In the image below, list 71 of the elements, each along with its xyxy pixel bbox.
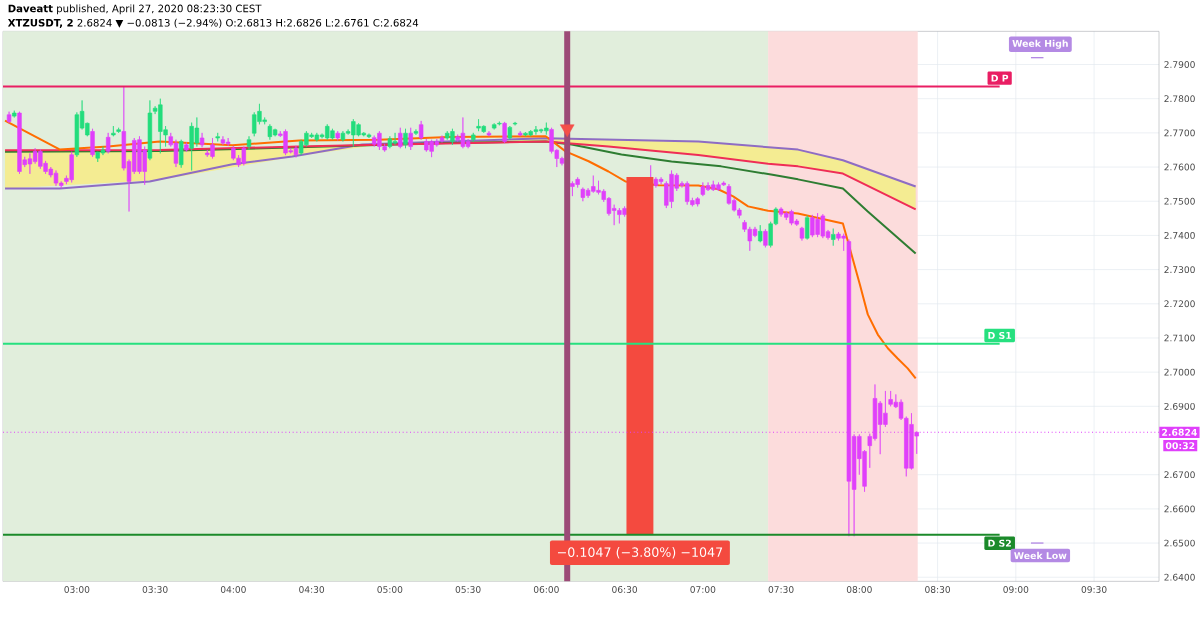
candlestick <box>111 125 116 137</box>
ref-line-label: D S1 <box>988 331 1012 339</box>
x-tick-label: 07:00 <box>690 585 716 593</box>
y-tick-label: 2.7000 <box>1164 368 1195 376</box>
candlestick <box>12 110 17 118</box>
line-series <box>4 119 917 380</box>
candlestick <box>763 228 768 248</box>
x-tick-label: 06:30 <box>612 585 638 593</box>
x-tick-label: 04:30 <box>299 585 325 593</box>
candlestick <box>398 127 403 149</box>
annotation: Week High <box>1012 39 1068 49</box>
x-tick-label: 03:00 <box>64 585 90 593</box>
candlestick <box>507 125 513 140</box>
candlestick <box>147 99 153 161</box>
candlestick <box>335 130 340 141</box>
x-tick-label: 08:00 <box>846 585 872 593</box>
y-tick-label: 2.6500 <box>1164 539 1195 547</box>
candlestick <box>518 130 523 137</box>
candlestick <box>502 121 507 144</box>
x-tick-label: 07:30 <box>768 585 794 593</box>
candlestick <box>439 135 445 143</box>
candlestick <box>471 132 476 142</box>
ref-line-label: D P <box>991 74 1009 82</box>
x-tick-label: 09:30 <box>1081 585 1107 593</box>
candlestick <box>758 224 763 243</box>
candlestick <box>831 228 836 246</box>
candlestick <box>799 226 805 241</box>
chart-title: Daveatt published, April 27, 2020 08:23:30 CEST <box>8 4 262 15</box>
candlestick <box>199 132 205 148</box>
text: 00:32 <box>1165 442 1195 450</box>
annotation: Week Low <box>1014 551 1067 559</box>
x-tick-label: 03:30 <box>142 585 168 593</box>
y-tick-label: 2.7700 <box>1164 129 1195 137</box>
line-series <box>4 137 917 190</box>
x-tick-label: 05:30 <box>455 585 481 593</box>
y-tick-label: 2.7100 <box>1164 334 1195 342</box>
x-tick-label: 09:00 <box>1003 585 1029 593</box>
y-tick-label: 2.6600 <box>1164 505 1195 513</box>
candlestick <box>90 128 95 157</box>
annotation: −0.1047 (−3.80%) −1047 <box>557 546 723 559</box>
y-tick-label: 2.7600 <box>1164 163 1195 171</box>
candlestick <box>804 215 810 240</box>
candlestick <box>408 127 413 151</box>
candlestick <box>486 130 492 137</box>
candlestick <box>246 135 252 151</box>
candlestick <box>105 132 111 154</box>
y-tick-label: 2.6400 <box>1164 573 1195 581</box>
candlestick <box>116 127 121 134</box>
candlestick <box>512 121 518 126</box>
y-tick-label: 2.6900 <box>1164 402 1195 410</box>
candlestick <box>179 139 184 168</box>
ref-line-label: 2.6824 <box>1162 428 1198 436</box>
y-tick-label: 2.7300 <box>1164 265 1195 273</box>
x-tick-label: 08:30 <box>925 585 951 593</box>
ref-line-label: D S2 <box>988 539 1011 547</box>
candlestick <box>418 120 424 140</box>
y-tick-label: 2.7800 <box>1164 95 1195 102</box>
y-tick-label: 2.7500 <box>1164 197 1195 205</box>
y-tick-label: 2.7400 <box>1164 231 1195 239</box>
chart-subtitle: XTZUSDT, 2 2.6824 ▼ −0.0813 (−2.94%) O:2.6813 H:2.6826 L:2.6761 C:2.6824 <box>7 18 419 28</box>
candlestick <box>403 128 408 149</box>
candlestick <box>184 141 189 152</box>
y-tick-label: 2.6700 <box>1164 471 1195 478</box>
candlestick <box>413 128 419 136</box>
y-tick-label: 2.7900 <box>1164 60 1195 68</box>
candlestick <box>6 111 12 124</box>
candlestick <box>215 132 220 142</box>
x-tick-label: 06:00 <box>533 585 559 593</box>
x-tick-label: 04:00 <box>220 585 246 593</box>
x-tick-label: 05:00 <box>377 585 403 593</box>
y-tick-label: 2.7200 <box>1164 300 1195 308</box>
